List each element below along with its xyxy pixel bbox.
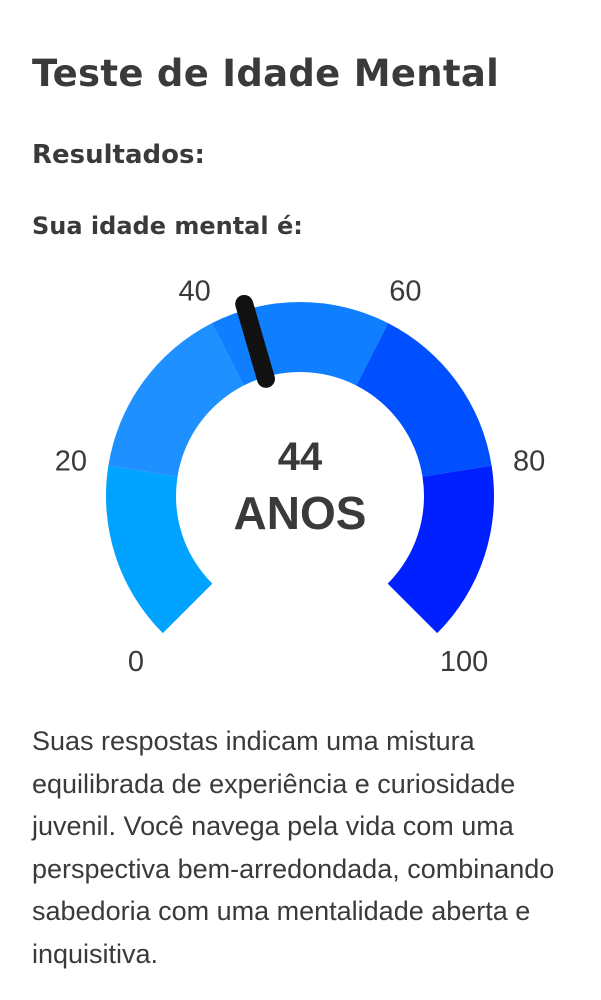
mental-age-label: Sua idade mental é: bbox=[32, 212, 303, 240]
gauge-value-text: 44 bbox=[278, 435, 323, 479]
gauge-unit-text: ANOS bbox=[234, 487, 367, 539]
gauge-tick-label: 20 bbox=[55, 446, 87, 478]
gauge-tick-label: 40 bbox=[179, 275, 211, 307]
gauge-segment bbox=[108, 323, 244, 477]
gauge-tick-label: 0 bbox=[128, 646, 144, 678]
gauge-segment bbox=[387, 465, 494, 634]
gauge-chart: 0 20 40 60 80 100 44 ANOS bbox=[55, 275, 546, 678]
mental-age-gauge: 0 20 40 60 80 100 44 ANOS bbox=[0, 270, 601, 690]
gauge-tick-labels: 0 20 40 60 80 100 bbox=[55, 275, 546, 678]
gauge-needle bbox=[235, 294, 275, 388]
results-heading: Resultados: bbox=[32, 140, 205, 170]
gauge-segment bbox=[106, 465, 213, 634]
gauge-segment bbox=[356, 323, 492, 477]
page-title: Teste de Idade Mental bbox=[32, 52, 500, 95]
result-description: Suas respostas indicam uma mistura equil… bbox=[32, 726, 555, 969]
gauge-tick-label: 60 bbox=[389, 275, 421, 307]
gauge-segments bbox=[106, 302, 494, 634]
gauge-tick-label: 100 bbox=[440, 646, 488, 678]
gauge-tick-label: 80 bbox=[513, 446, 545, 478]
